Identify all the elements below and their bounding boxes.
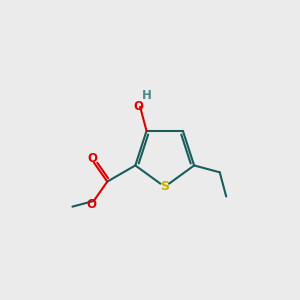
- Text: O: O: [87, 198, 97, 211]
- Text: O: O: [134, 100, 144, 113]
- Text: H: H: [142, 89, 152, 102]
- Text: O: O: [87, 152, 97, 165]
- Text: S: S: [160, 180, 169, 193]
